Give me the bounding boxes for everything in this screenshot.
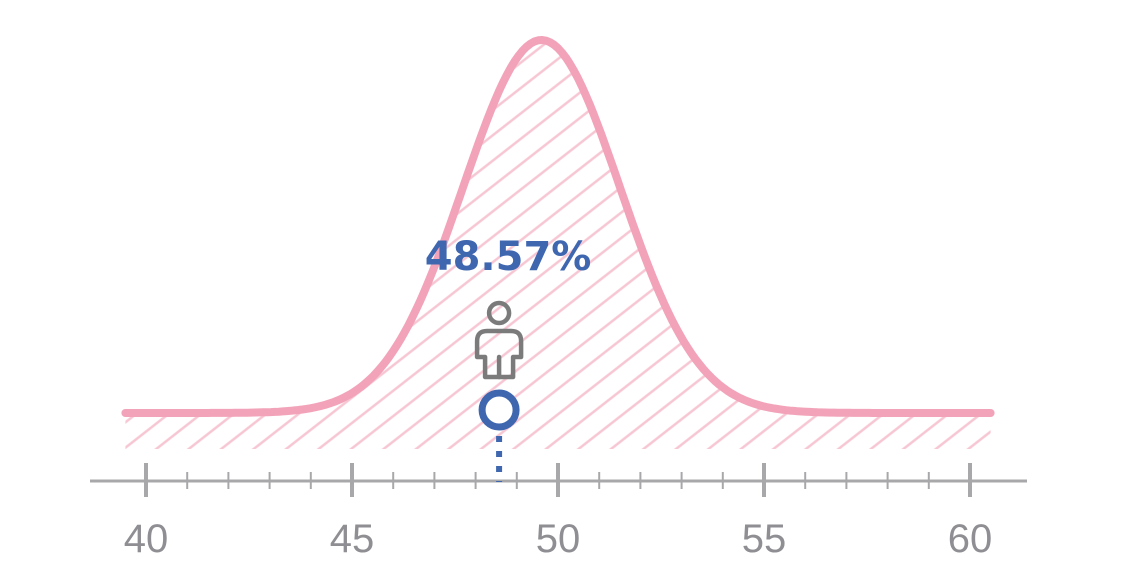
- distribution-curve: [121, 36, 995, 417]
- x-tick-label: 55: [742, 517, 787, 561]
- x-axis-ticks: 40 45 50 55 60: [124, 463, 993, 561]
- person-icon: [474, 300, 524, 380]
- marker-percentage-label: 48.57%: [425, 234, 592, 280]
- x-tick-label: 50: [536, 517, 581, 561]
- x-tick-label: 60: [948, 517, 993, 561]
- x-tick-label: 45: [330, 517, 375, 561]
- x-tick-label: 40: [124, 517, 169, 561]
- curve-area-fill: [125, 40, 991, 449]
- marker-circle: [478, 389, 520, 431]
